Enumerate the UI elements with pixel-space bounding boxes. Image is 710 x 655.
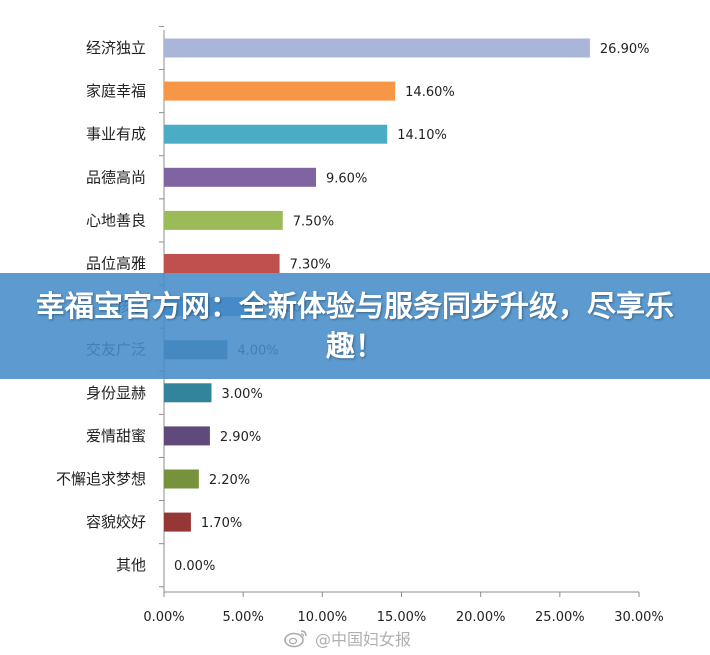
category-label: 心地善良 <box>86 211 146 229</box>
x-tick-label: 30.00% <box>614 610 664 625</box>
data-label: 14.60% <box>405 85 455 100</box>
bar <box>164 167 316 187</box>
bar <box>164 254 280 273</box>
x-tick-label: 25.00% <box>535 610 585 625</box>
x-tick-label: 20.00% <box>456 610 506 625</box>
data-label: 26.90% <box>600 42 650 57</box>
category-label: 容貌姣好 <box>86 513 146 531</box>
banner-text: 幸福宝官方网：全新体验与服务同步升级，尽享乐趣！ <box>35 289 674 363</box>
bar <box>164 383 212 403</box>
category-label: 不懈追求梦想 <box>56 470 146 488</box>
bar <box>164 210 283 230</box>
bar <box>164 426 210 446</box>
data-label: 1.70% <box>201 516 242 531</box>
x-tick-label: 5.00% <box>223 610 264 625</box>
x-tick-labels: 0.00% 5.00% 10.00% 15.00% 20.00% 25.00% 30.00% <box>143 610 663 625</box>
data-label: 2.20% <box>209 473 250 488</box>
x-tick-label: 15.00% <box>377 610 427 625</box>
category-label: 其他 <box>116 556 146 574</box>
data-label: 9.60% <box>326 171 367 186</box>
category-label: 事业有成 <box>86 125 146 143</box>
x-tick-label: 10.00% <box>298 610 348 625</box>
promo-banner: 幸福宝官方网：全新体验与服务同步升级，尽享乐趣！ <box>0 273 710 379</box>
category-label: 经济独立 <box>86 39 146 57</box>
bar <box>164 124 388 144</box>
bar <box>164 512 191 532</box>
data-label: 3.00% <box>222 387 263 402</box>
data-label: 7.30% <box>290 258 331 273</box>
x-tick-label: 0.00% <box>143 610 184 625</box>
bar <box>164 81 396 101</box>
bar <box>164 38 590 58</box>
category-label: 品德高尚 <box>86 168 146 186</box>
data-label: 2.90% <box>220 430 261 445</box>
watermark: @中国妇女报 <box>283 626 411 650</box>
category-label: 身份显赫 <box>86 384 146 402</box>
category-label: 品位高雅 <box>86 255 146 273</box>
watermark-text: @中国妇女报 <box>315 630 412 649</box>
bar <box>164 469 199 489</box>
data-label: 0.00% <box>174 559 215 574</box>
category-label: 家庭幸福 <box>86 82 146 100</box>
data-label: 14.10% <box>397 128 447 143</box>
data-label: 7.50% <box>293 214 334 229</box>
weibo-icon <box>284 630 307 648</box>
category-label: 爱情甜蜜 <box>86 427 146 445</box>
chart-bars <box>164 38 590 532</box>
